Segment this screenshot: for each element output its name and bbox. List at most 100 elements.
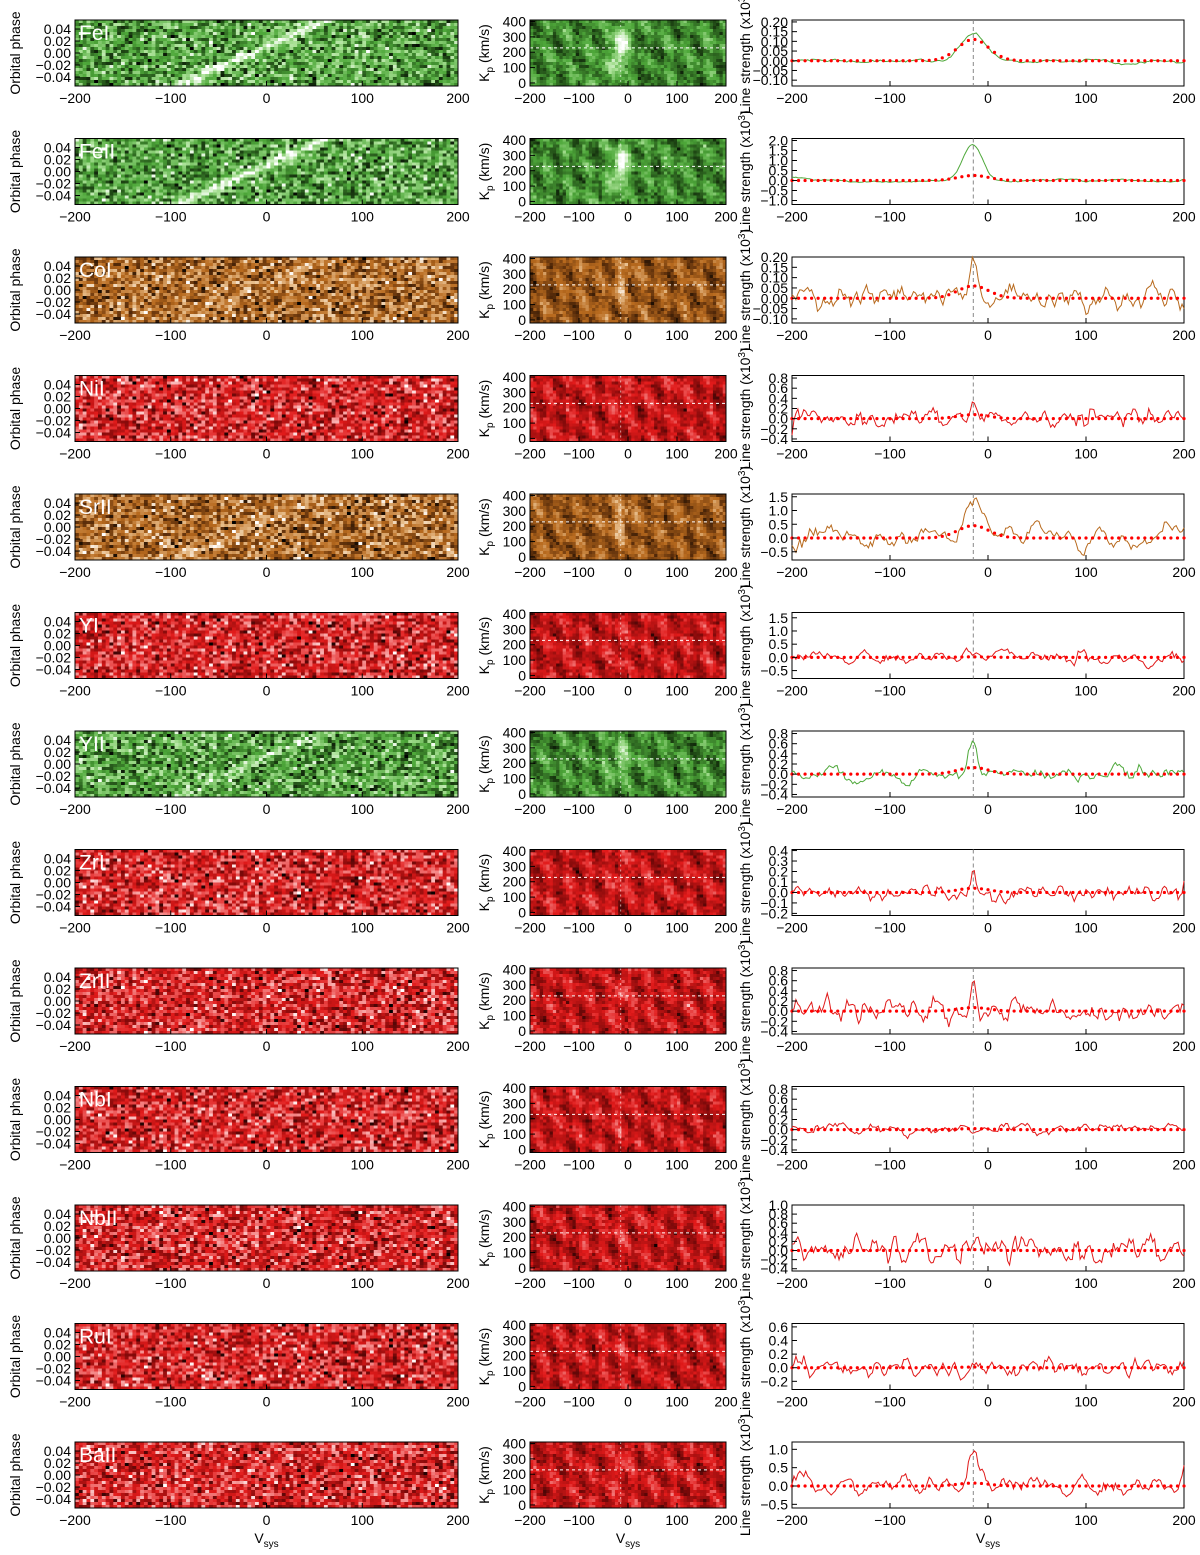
ccf-cell bbox=[416, 20, 420, 23]
ccf-cell bbox=[301, 35, 305, 38]
ccf-cell bbox=[178, 32, 182, 35]
ccf-cell bbox=[209, 29, 213, 32]
ccf-cell bbox=[443, 20, 447, 23]
ccf-cell bbox=[274, 26, 278, 29]
ccf-cell bbox=[209, 20, 213, 23]
ccf-cell bbox=[113, 29, 117, 32]
ccf-cell bbox=[431, 23, 435, 26]
ccf-cell bbox=[144, 32, 148, 35]
ccf-cell bbox=[416, 23, 420, 26]
ccf-cell bbox=[182, 20, 186, 23]
ccf-cell bbox=[209, 23, 213, 26]
ccf-cell bbox=[335, 29, 339, 32]
ccf-cell bbox=[178, 35, 182, 38]
ccf-cell bbox=[175, 20, 179, 23]
ccf-cell bbox=[159, 35, 163, 38]
ccf-cell bbox=[362, 29, 366, 32]
ccf-cell bbox=[420, 29, 424, 32]
ccf-cell bbox=[159, 38, 163, 41]
ccf-cell bbox=[324, 26, 328, 29]
ccf-cell bbox=[232, 23, 236, 26]
ccf-cell bbox=[427, 35, 431, 38]
ccf-cell bbox=[251, 26, 255, 29]
ccf-cell bbox=[293, 26, 297, 29]
ccf-cell bbox=[335, 38, 339, 41]
ccf-cell bbox=[263, 20, 267, 23]
ccf-cell bbox=[201, 23, 205, 26]
ccf-cell bbox=[366, 26, 370, 29]
ccf-cell bbox=[412, 29, 416, 32]
ccf-cell bbox=[401, 35, 405, 38]
ccf-cell bbox=[305, 32, 309, 35]
ccf-cell bbox=[140, 20, 144, 23]
ccf-cell bbox=[320, 32, 324, 35]
ccf-cell bbox=[152, 23, 156, 26]
ccf-cell bbox=[274, 32, 278, 35]
ccf-cell bbox=[198, 23, 202, 26]
ccf-cell bbox=[171, 23, 175, 26]
ccf-cell bbox=[397, 29, 401, 32]
ccf-cell bbox=[232, 32, 236, 35]
ccf-cell bbox=[362, 20, 366, 23]
ccf-cell bbox=[163, 32, 167, 35]
ccf-cell bbox=[424, 23, 428, 26]
ccf-cell bbox=[232, 29, 236, 32]
ccf-cell bbox=[332, 38, 336, 41]
ccf-cell bbox=[424, 26, 428, 29]
ccf-cell bbox=[343, 26, 347, 29]
ccf-cell bbox=[431, 26, 435, 29]
ccf-cell bbox=[175, 29, 179, 32]
ccf-cell bbox=[125, 26, 129, 29]
ccf-cell bbox=[366, 29, 370, 32]
ccf-cell bbox=[236, 38, 240, 41]
ccf-cell bbox=[232, 20, 236, 23]
ccf-cell bbox=[278, 20, 282, 23]
ccf-cell bbox=[228, 35, 232, 38]
ccf-cell bbox=[435, 32, 439, 35]
ccf-cell bbox=[274, 20, 278, 23]
ccf-cell bbox=[132, 35, 136, 38]
ccf-cell bbox=[297, 23, 301, 26]
ccf-cell bbox=[335, 32, 339, 35]
ccf-cell bbox=[190, 38, 194, 41]
ccf-cell bbox=[267, 29, 271, 32]
ccf-cell bbox=[224, 26, 228, 29]
ccf-cell bbox=[109, 38, 113, 41]
ccf-cell bbox=[121, 20, 125, 23]
ccf-cell bbox=[332, 32, 336, 35]
ccf-cell bbox=[309, 29, 313, 32]
ccf-cell bbox=[136, 23, 140, 26]
ccf-cell bbox=[289, 20, 293, 23]
ccf-cell bbox=[301, 29, 305, 32]
ccf-cell bbox=[125, 20, 129, 23]
ccf-cell bbox=[286, 23, 290, 26]
ccf-cell bbox=[297, 20, 301, 23]
ccf-cell bbox=[167, 20, 171, 23]
ccf-cell bbox=[247, 20, 251, 23]
ccf-cell bbox=[293, 23, 297, 26]
ccf-cell bbox=[282, 29, 286, 32]
ccf-cell bbox=[278, 26, 282, 29]
ccf-cell bbox=[397, 23, 401, 26]
ccf-cell bbox=[182, 26, 186, 29]
ccf-cell bbox=[251, 29, 255, 32]
ccf-cell bbox=[447, 26, 451, 29]
ccf-cell bbox=[420, 26, 424, 29]
ccf-cell bbox=[175, 38, 179, 41]
ccf-cell bbox=[244, 29, 248, 32]
ccf-cell bbox=[381, 20, 385, 23]
ccf-cell bbox=[309, 20, 313, 23]
ccf-cell bbox=[328, 23, 332, 26]
ccf-cell bbox=[293, 35, 297, 38]
ccf-cell bbox=[358, 38, 362, 41]
ccf-cell bbox=[427, 20, 431, 23]
ccf-cell bbox=[247, 35, 251, 38]
ccf-cell bbox=[267, 26, 271, 29]
ccf-cell bbox=[404, 32, 408, 35]
ccf-cell bbox=[148, 38, 152, 41]
ccf-cell bbox=[305, 35, 309, 38]
ccf-cell bbox=[267, 20, 271, 23]
ccf-cell bbox=[263, 29, 267, 32]
ccf-cell bbox=[221, 20, 225, 23]
ccf-cell bbox=[309, 35, 313, 38]
